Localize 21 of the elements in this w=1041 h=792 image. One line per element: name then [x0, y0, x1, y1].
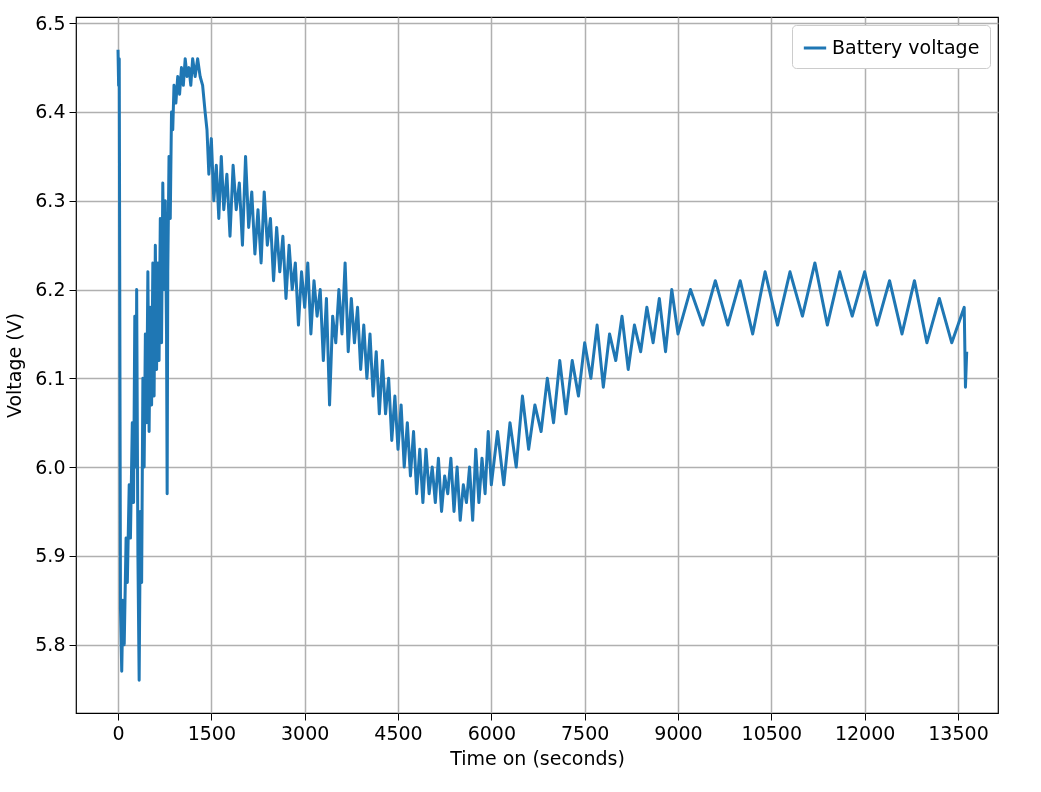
x-tick-label: 4500: [374, 721, 423, 744]
y-tick-label: 5.9: [35, 544, 66, 567]
y-tick-label: 6.5: [35, 11, 66, 34]
y-tick-label: 6.0: [35, 455, 66, 478]
y-tick-label: 6.2: [35, 278, 66, 301]
y-tick-label: 6.4: [35, 100, 66, 123]
x-tick-label: 1500: [187, 721, 237, 744]
x-tick-label: 7500: [560, 721, 610, 744]
x-tick-label: 12000: [834, 721, 896, 744]
x-tick-label: 0: [112, 721, 125, 744]
legend-label: Battery voltage: [832, 36, 980, 58]
x-tick-label: 9000: [654, 721, 703, 744]
x-axis-title: Time on (seconds): [449, 746, 625, 769]
x-tick-label: 13500: [928, 721, 989, 744]
y-axis-title: Voltage (V): [3, 312, 26, 419]
x-tick-label: 3000: [280, 721, 330, 744]
y-tick-label: 6.1: [35, 366, 66, 389]
x-tick-label: 10500: [741, 721, 803, 744]
y-tick-label: 6.3: [35, 189, 66, 212]
y-tick-label: 5.8: [35, 633, 66, 656]
x-tick-label: 6000: [467, 721, 517, 744]
